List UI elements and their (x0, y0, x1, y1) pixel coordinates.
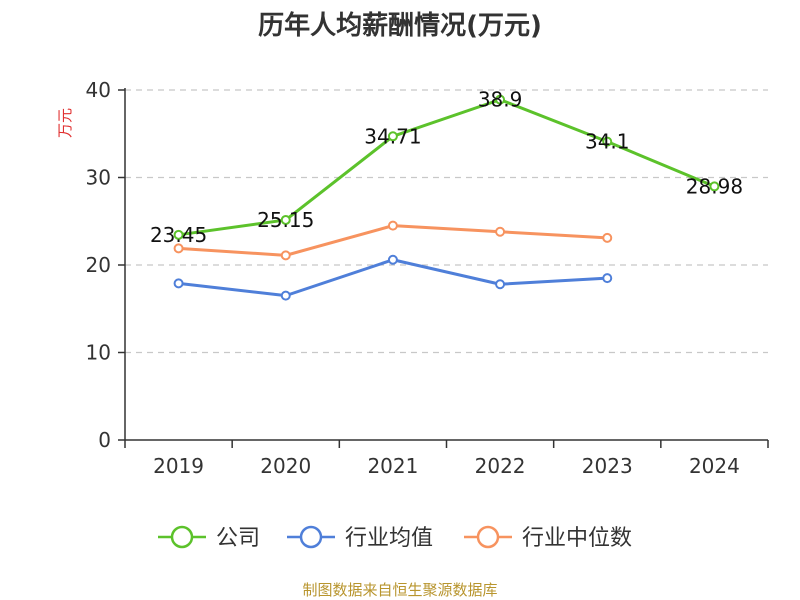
data-point[interactable] (173, 243, 184, 254)
legend-item-2[interactable]: 行业中位数 (464, 525, 632, 551)
series-group: 23.45 25.15 34.71 38.9 34.1 28.98 (150, 88, 743, 301)
x-tick-label: 2021 (367, 454, 418, 478)
data-point[interactable] (709, 181, 720, 192)
data-point[interactable] (280, 290, 291, 301)
legend-marker (299, 525, 323, 549)
series-1 (173, 254, 613, 301)
x-tick-label: 2020 (260, 454, 311, 478)
axes: 0 10 20 30 40 2019 2020 2021 2022 2023 2024 (86, 78, 769, 478)
x-tick-label: 2023 (582, 454, 633, 478)
legend[interactable]: 公司 行业均值 行业中位数 (158, 525, 632, 551)
data-label: 34.1 (585, 130, 630, 154)
legend-item-0[interactable]: 公司 (158, 525, 260, 551)
data-label: 25.15 (257, 208, 314, 232)
y-tick-label: 20 (86, 253, 111, 277)
y-tick-label: 40 (86, 78, 111, 102)
y-tick-label: 30 (86, 166, 111, 190)
legend-label: 行业均值 (345, 526, 433, 551)
data-point[interactable] (173, 278, 184, 289)
data-label: 28.98 (686, 174, 743, 198)
chart-title: 历年人均薪酬情况(万元) (258, 10, 542, 41)
data-point[interactable] (280, 250, 291, 261)
data-point[interactable] (387, 131, 398, 142)
data-point[interactable] (387, 254, 398, 265)
y-tick-label: 0 (98, 428, 111, 452)
data-point[interactable] (602, 136, 613, 147)
data-label: 23.45 (150, 223, 207, 247)
data-point[interactable] (602, 273, 613, 284)
data-point[interactable] (280, 214, 291, 225)
data-label: 34.71 (364, 124, 421, 148)
y-tick-label: 10 (86, 341, 111, 365)
x-tick-label: 2024 (689, 454, 740, 478)
data-point[interactable] (173, 229, 184, 240)
data-point[interactable] (495, 279, 506, 290)
legend-label: 公司 (216, 526, 260, 551)
gridlines (125, 89, 768, 354)
legend-marker (170, 525, 194, 549)
x-tick-label: 2019 (153, 454, 204, 478)
x-tick-label: 2022 (475, 454, 526, 478)
data-point[interactable] (387, 220, 398, 231)
data-label: 38.9 (478, 88, 523, 112)
series-0 (173, 94, 720, 240)
legend-item-1[interactable]: 行业均值 (287, 525, 433, 551)
legend-label: 行业中位数 (522, 526, 632, 551)
data-point[interactable] (495, 94, 506, 105)
data-point[interactable] (602, 232, 613, 243)
legend-marker (476, 525, 500, 549)
data-labels: 23.45 25.15 34.71 38.9 34.1 28.98 (150, 88, 743, 247)
data-point[interactable] (495, 226, 506, 237)
data-source-note: 制图数据来自恒生聚源数据库 (302, 581, 497, 599)
series-2 (173, 220, 613, 261)
y-axis-label: 万元 (56, 108, 74, 138)
series-line (178, 98, 715, 237)
